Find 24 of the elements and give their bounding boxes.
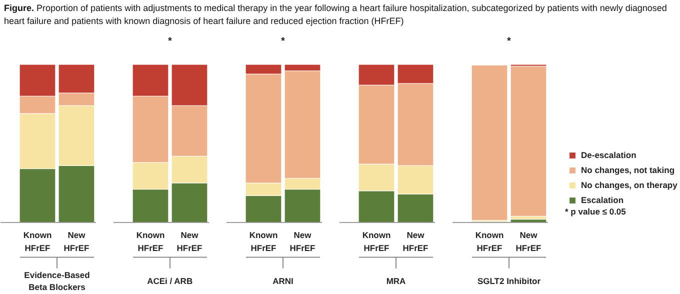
- x-tick-label: Known HFrEF: [475, 230, 504, 253]
- x-tick-label: Known HFrEF: [136, 230, 165, 253]
- legend-label: Escalation: [581, 194, 624, 206]
- x-tick-label: New HFrEF: [402, 230, 428, 253]
- x-tick-label: Known HFrEF: [23, 230, 52, 253]
- x-tick-label: New HFrEF: [64, 230, 90, 253]
- legend-label: No changes, not taking: [581, 164, 675, 176]
- x-tick-label: Known HFrEF: [249, 230, 278, 253]
- x-tick-label: New HFrEF: [516, 230, 542, 253]
- x-axis-title: Evidence-Based Beta Blockers: [24, 270, 90, 292]
- text: *: [168, 36, 172, 47]
- x-axis-title: ARNI: [272, 276, 294, 286]
- legend-label: De-escalation: [581, 149, 636, 161]
- x-axis-title: SGLT2 Inhibitor: [477, 276, 542, 286]
- x-axis-title: ACEi / ARB: [147, 276, 193, 286]
- text: *: [507, 36, 512, 47]
- x-tick-label: Known HFrEF: [362, 230, 391, 253]
- text: Figure. Proportion of patients with adjustments to medical therapy in the year following a heart failure hospitalization, subcategorized by patients with newly diagnosed heart failure and patients with known diagnosis of heart failure and reduced ejection fraction (HFrEF): [4, 2, 668, 28]
- x-tick-label: New HFrEF: [290, 230, 316, 253]
- x-tick-label: New HFrEF: [176, 230, 202, 253]
- text: *: [281, 36, 286, 47]
- legend-label: No changes, on therapy: [581, 179, 678, 191]
- x-axis-title: MRA: [386, 276, 406, 286]
- text: * p value ≤ 0.05: [565, 206, 626, 216]
